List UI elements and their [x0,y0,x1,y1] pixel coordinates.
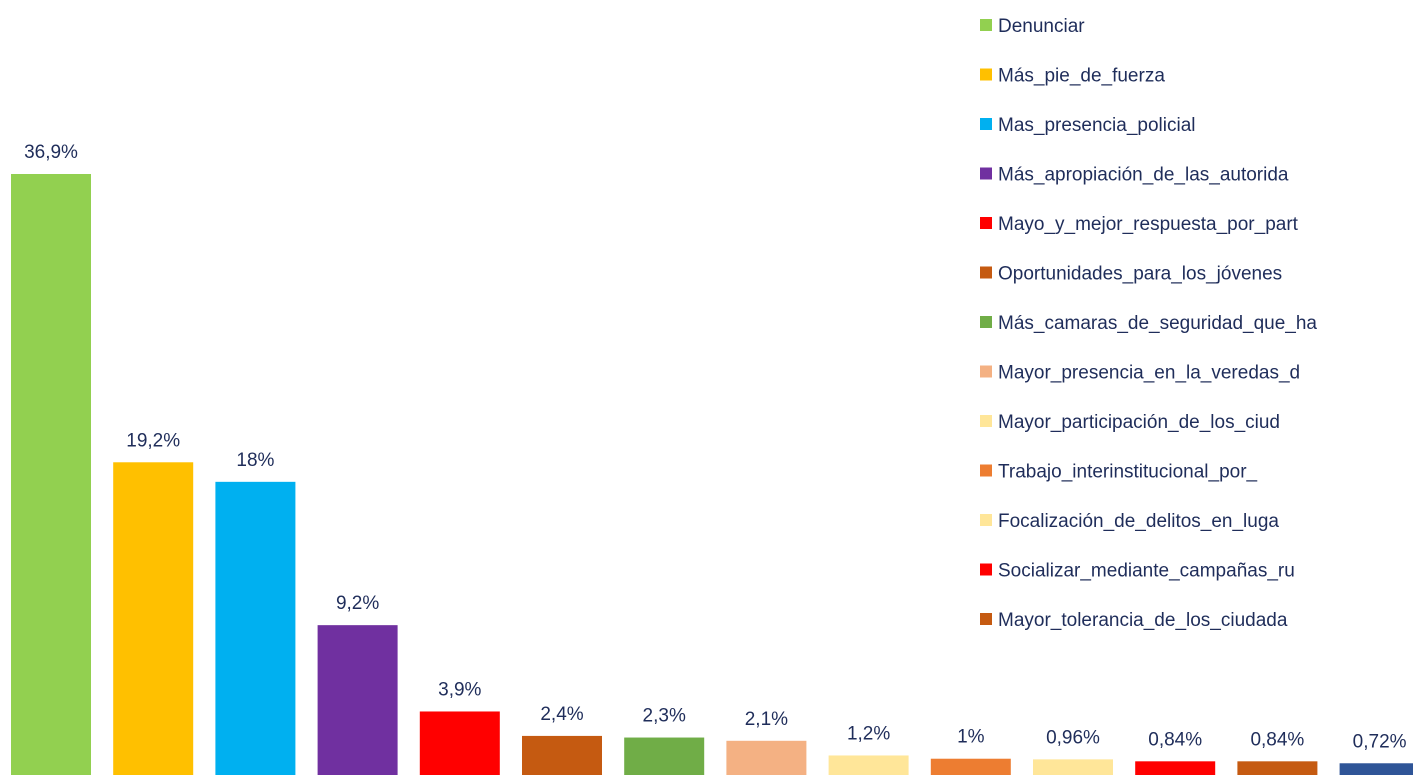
value-label: 9,2% [336,593,379,614]
bar [11,174,91,775]
bar [930,758,1011,775]
legend-swatch [980,613,992,625]
value-label: 0,96% [1046,727,1100,748]
value-label: 3,9% [438,679,481,700]
legend-swatch [980,563,992,576]
legend-label: Mayor_presencia_en_la_veredas_d [998,363,1300,384]
legend-label: Mayo_y_mejor_respuesta_por_part [998,214,1299,235]
bar [317,625,398,775]
legend-swatch [980,316,992,328]
value-label: 0,84% [1250,729,1304,750]
value-label: 2,4% [540,704,583,725]
legend-label: Socializar_mediante_campañas_ru [998,561,1295,582]
bar [1339,763,1413,775]
legend-swatch [980,167,992,180]
legend-label: Más_camaras_de_seguridad_que_ha [998,313,1317,334]
value-label: 36,9% [24,142,78,163]
legend-label: Oportunidades_para_los_jóvenes [998,264,1282,285]
bar [1135,761,1216,775]
value-label: 2,1% [745,709,788,730]
value-label: 1% [957,727,985,748]
legend-label: Más_pie_de_fuerza [998,66,1165,87]
bar [726,740,807,775]
value-label: 0,72% [1353,731,1407,752]
value-label: 19,2% [126,430,180,451]
legend-swatch [980,19,992,31]
legend-swatch [980,68,992,81]
value-label: 0,84% [1148,729,1202,750]
bar [1033,759,1113,775]
bar [828,755,909,775]
legend-label: Focalización_de_delitos_en_luga [998,511,1279,532]
value-label: 18% [236,450,274,471]
legend-label: Mayor_tolerancia_de_los_ciudada [998,610,1288,631]
bar [624,737,705,775]
value-label: 1,2% [847,723,890,744]
bar [419,711,500,775]
legend-swatch [980,365,992,378]
legend-swatch [980,415,992,427]
bar [522,735,602,775]
legend-swatch [980,217,992,229]
legend-swatch [980,118,992,130]
legend-swatch [980,464,992,477]
value-label: 2,3% [643,706,686,727]
legend-label: Denunciar [998,16,1085,37]
bar [1237,761,1318,775]
legend-swatch [980,514,992,526]
bar [215,481,296,775]
legend-label: Trabajo_interinstitucional_por_ [998,462,1258,483]
legend-label: Mas_presencia_policial [998,115,1196,136]
legend-label: Más_apropiación_de_las_autorida [998,165,1289,186]
legend-swatch [980,266,992,279]
legend-label: Mayor_participación_de_los_ciud [998,412,1280,433]
bar [113,462,194,775]
